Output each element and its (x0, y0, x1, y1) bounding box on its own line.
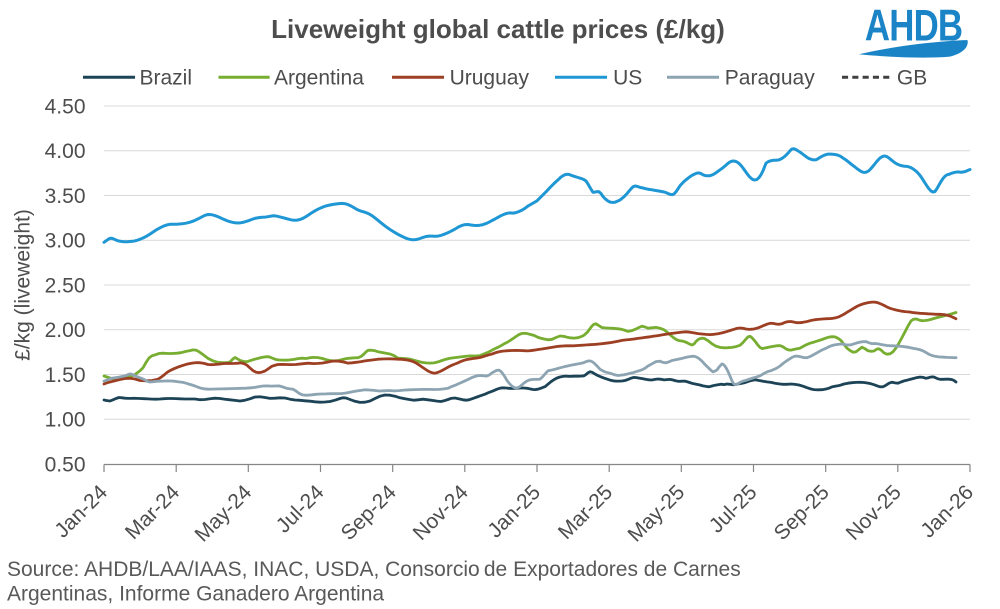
svg-text:Uruguay: Uruguay (450, 66, 530, 89)
svg-text:Brazil: Brazil (140, 66, 193, 89)
svg-text:US: US (613, 66, 642, 89)
svg-text:3.50: 3.50 (45, 185, 86, 208)
svg-text:Source: AHDB/LAA/IAAS, INAC, U: Source: AHDB/LAA/IAAS, INAC, USDA, Conso… (7, 558, 741, 581)
svg-text:Argentinas, Informe Ganadero A: Argentinas, Informe Ganadero Argentina (7, 583, 384, 606)
svg-text:2.00: 2.00 (45, 319, 86, 342)
svg-text:1.50: 1.50 (45, 364, 86, 387)
svg-text:Liveweight global cattle price: Liveweight global cattle prices (£/kg) (271, 14, 725, 44)
svg-text:1.00: 1.00 (45, 409, 86, 432)
svg-text:GB: GB (897, 66, 927, 89)
svg-text:Argentina: Argentina (274, 66, 364, 89)
svg-text:£/kg (liveweight): £/kg (liveweight) (12, 209, 35, 361)
svg-text:Paraguay: Paraguay (725, 66, 815, 89)
svg-text:4.50: 4.50 (45, 95, 86, 118)
svg-text:0.50: 0.50 (45, 453, 86, 476)
svg-text:3.00: 3.00 (45, 230, 86, 253)
svg-text:4.00: 4.00 (45, 140, 86, 163)
svg-text:2.50: 2.50 (45, 274, 86, 297)
